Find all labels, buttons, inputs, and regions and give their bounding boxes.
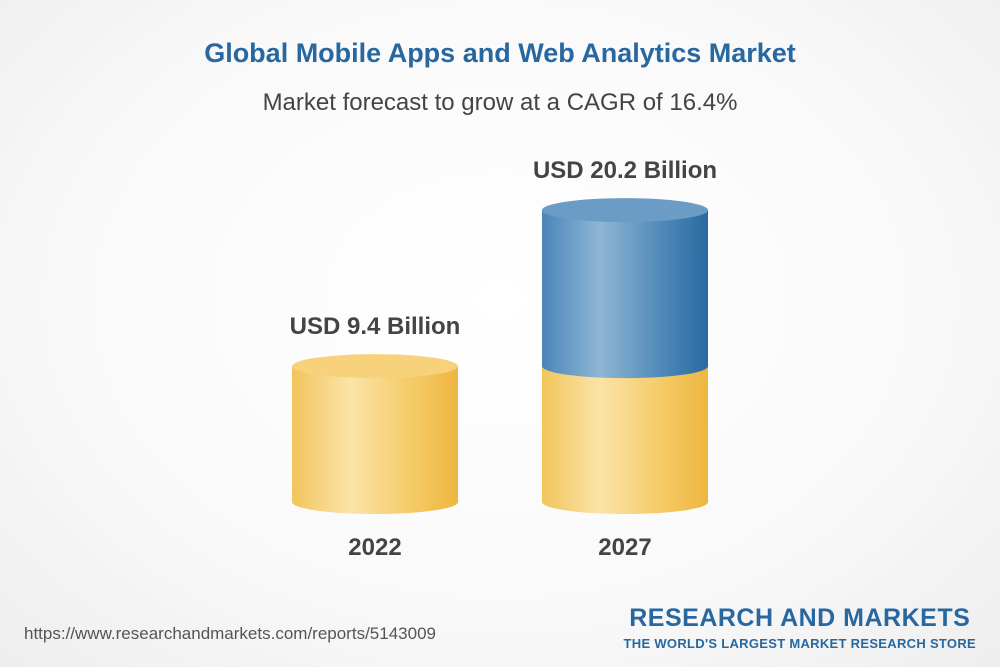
publisher-logo[interactable]: RESEARCH AND MARKETS THE WORLD'S LARGEST… [624,604,976,651]
logo-tagline: THE WORLD'S LARGEST MARKET RESEARCH STOR… [623,636,976,651]
data-label-2022: USD 9.4 Billion [290,313,461,340]
bar-2022-top [292,354,458,379]
chart-title: Global Mobile Apps and Web Analytics Mar… [204,38,796,68]
bar-2027-growth [542,210,708,379]
bar-2022-base [292,366,458,514]
category-label-2022: 2022 [348,534,401,561]
category-label-2027: 2027 [598,534,651,561]
bar-2027-base [542,366,708,514]
bar-2027-top [542,198,708,223]
data-label-2027: USD 20.2 Billion [533,157,717,184]
chart-area: USD 9.4 Billion 2022 USD 20.2 Billion 2027 [290,157,717,561]
chart-subtitle: Market forecast to grow at a CAGR of 16.… [262,89,738,116]
bars-group: USD 9.4 Billion 2022 USD 20.2 Billion 2027 [290,157,717,561]
source-url[interactable]: https://www.researchandmarkets.com/repor… [24,624,436,643]
logo-name: RESEARCH AND MARKETS [629,604,971,632]
